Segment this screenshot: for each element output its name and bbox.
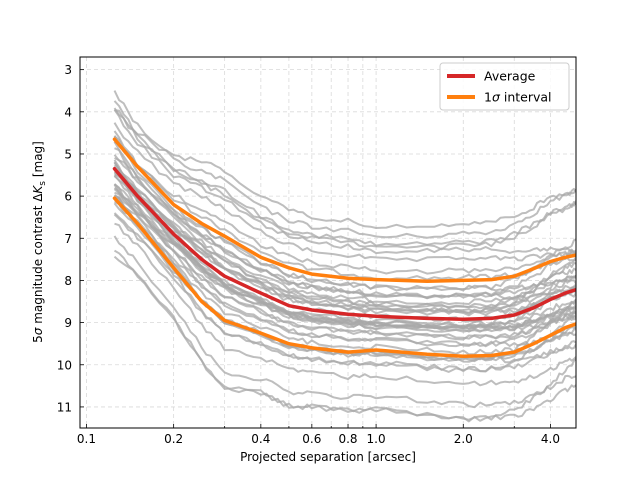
individual-curve	[113, 235, 576, 409]
x-axis-ticks: 0.1 0.2 0.4 0.6 0.8 1.0 2.0 4.0	[77, 424, 560, 446]
individual-curve	[113, 164, 576, 310]
individual-contrast-curves	[113, 90, 576, 423]
y-tick-label: 9	[64, 316, 72, 330]
individual-curve	[114, 222, 576, 387]
individual-curve	[113, 187, 576, 330]
x-tick-label: 0.1	[77, 432, 96, 446]
individual-curve	[114, 194, 576, 373]
individual-curve	[113, 109, 576, 255]
individual-curve	[113, 255, 576, 421]
x-tick-label: 0.4	[251, 432, 270, 446]
x-tick-label: 4.0	[541, 432, 560, 446]
y-tick-label: 4	[64, 105, 72, 119]
y-tick-label: 11	[57, 400, 72, 414]
sigma-lower-curve	[112, 196, 576, 359]
individual-curve	[113, 188, 576, 333]
average-curve	[112, 166, 576, 321]
y-tick-label: 3	[64, 63, 72, 77]
individual-curve	[114, 141, 576, 275]
x-tick-label: 1.0	[367, 432, 386, 446]
x-tick-label: 0.6	[302, 432, 321, 446]
y-tick-label: 10	[57, 358, 72, 372]
y-tick-label: 8	[64, 274, 72, 288]
y-tick-label: 5	[64, 147, 72, 161]
summary-curves	[112, 137, 576, 359]
individual-curve	[114, 196, 576, 340]
individual-curve	[113, 90, 576, 239]
y-tick-label: 6	[64, 190, 72, 204]
legend-label-1sigma: 1σ interval	[484, 90, 552, 105]
x-axis-label: Projected separation [arcsec]	[240, 450, 416, 464]
individual-curve	[113, 122, 576, 263]
x-tick-label: 0.8	[338, 432, 357, 446]
individual-curve	[113, 154, 576, 300]
plot-frame	[79, 56, 577, 429]
y-axis-ticks: 3 4 5 6 7 8 9 10 11	[57, 63, 84, 414]
individual-curve	[114, 109, 576, 229]
individual-curve	[113, 135, 576, 299]
legend-label-average: Average	[484, 69, 536, 84]
x-tick-label: 0.2	[164, 432, 183, 446]
y-axis-label: 5σ magnitude contrast ΔKs [mag]	[31, 141, 48, 343]
y-tick-label: 7	[64, 232, 72, 246]
individual-curve	[113, 100, 576, 251]
legend: Average 1σ interval	[439, 62, 570, 111]
x-tick-label: 2.0	[454, 432, 473, 446]
sigma-upper-curve	[112, 137, 576, 284]
